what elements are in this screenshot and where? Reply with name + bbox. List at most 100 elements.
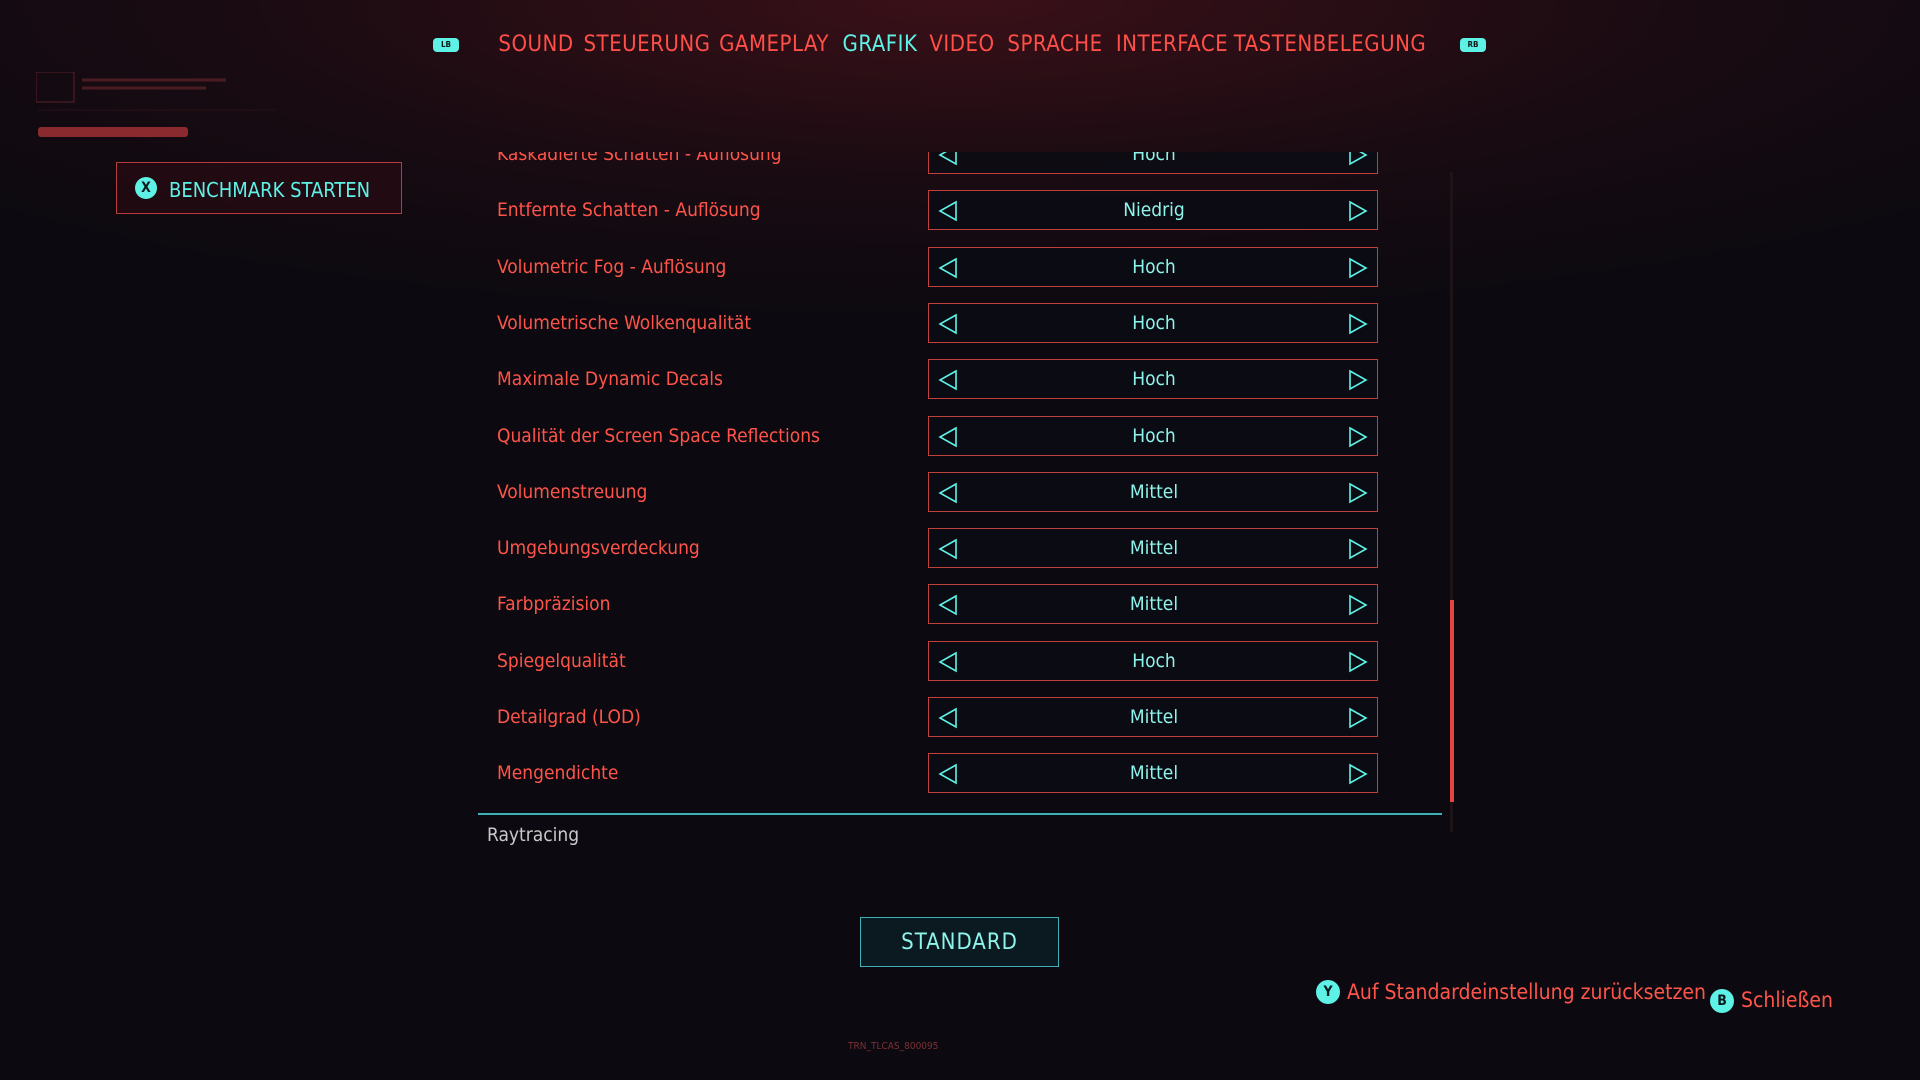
option-value: Hoch	[1132, 649, 1176, 672]
option-selector[interactable]: Mittel	[928, 697, 1378, 737]
arrow-left[interactable]	[937, 152, 959, 166]
tab[interactable]: GRAFIK	[842, 32, 918, 57]
scroll-track	[1450, 172, 1453, 832]
arrow-right[interactable]	[1347, 200, 1369, 222]
setting-label: Qualität der Screen Space Reflections	[497, 424, 820, 447]
close-hint[interactable]: Schließen	[1741, 988, 1833, 1012]
arrow-shape	[1349, 313, 1368, 335]
arrow-left[interactable]	[937, 257, 959, 279]
arrow-right[interactable]	[1347, 651, 1369, 673]
lb-button[interactable]: LB	[433, 38, 459, 52]
arrow-right[interactable]	[1347, 257, 1369, 279]
arrow-right[interactable]	[1347, 426, 1369, 448]
benchmark-button[interactable]: X BENCHMARK STARTEN	[116, 162, 402, 214]
arrow-right[interactable]	[1347, 482, 1369, 504]
arrow-left[interactable]	[937, 369, 959, 391]
arrow-right[interactable]	[1347, 369, 1369, 391]
scroll-thumb[interactable]	[1450, 600, 1454, 802]
arrow-shape	[938, 369, 957, 391]
option-selector[interactable]: Mittel	[928, 471, 1378, 512]
tab[interactable]: GAMEPLAY	[719, 32, 829, 57]
option-selector[interactable]: Mittel	[928, 753, 1378, 794]
option-selector[interactable]: Hoch	[928, 640, 1378, 681]
option-value: Mittel	[1129, 706, 1179, 728]
section-header[interactable]: Raytracing	[487, 824, 580, 846]
arrow-shape	[938, 200, 957, 222]
key-icon: Y	[1316, 980, 1340, 1004]
decoration	[36, 72, 276, 137]
setting-row: Spiegelqualität Hoch	[478, 639, 1408, 685]
tab[interactable]: SOUND	[498, 32, 574, 57]
arrow-left[interactable]	[937, 651, 959, 673]
tab[interactable]: STEUERUNG	[583, 32, 711, 57]
arrow-left[interactable]	[937, 426, 959, 448]
arrow-right[interactable]	[1347, 707, 1369, 729]
arrow-right[interactable]	[1347, 152, 1369, 166]
arrow-left[interactable]	[937, 482, 959, 504]
arrow-shape	[1349, 152, 1368, 166]
setting-label: Volumenstreuung	[497, 480, 648, 503]
rb-button[interactable]: RB	[1460, 38, 1486, 52]
arrow-left[interactable]	[937, 313, 959, 335]
arrow-shape	[1349, 426, 1368, 447]
option-selector[interactable]: Mittel	[928, 584, 1378, 625]
arrow-shape	[938, 595, 957, 616]
button-label: BENCHMARK STARTEN	[169, 178, 371, 202]
option-value: Hoch	[1132, 424, 1176, 447]
setting-label: Mengendichte	[497, 762, 619, 785]
settings-list: Kaskadierte Schatten - Auflösung Hoch Entf…	[478, 152, 1408, 798]
tab[interactable]: INTERFACE	[1115, 32, 1229, 57]
reset-hint[interactable]: Auf Standardeinstellung zurücksetzen	[1347, 980, 1706, 1004]
arrow-left[interactable]	[937, 200, 959, 222]
build-code: TRN_TLCAS_800095	[848, 1041, 939, 1052]
arrow-shape	[1349, 595, 1368, 616]
setting-label: Spiegelqualität	[497, 649, 626, 672]
option-value: Mittel	[1129, 593, 1179, 616]
key-icon: X	[135, 177, 157, 199]
option-selector[interactable]: Hoch	[928, 246, 1378, 287]
arrow-shape	[1349, 257, 1368, 278]
option-selector[interactable]: Hoch	[928, 415, 1378, 456]
arrow-left[interactable]	[937, 594, 959, 616]
arrow-shape	[1349, 369, 1368, 391]
option-selector[interactable]: Niedrig	[928, 190, 1378, 231]
arrow-shape	[938, 538, 957, 560]
option-value: Mittel	[1129, 480, 1179, 503]
arrow-shape	[938, 651, 957, 673]
tab[interactable]: SPRACHE	[1007, 32, 1103, 57]
arrow-shape	[1349, 763, 1368, 785]
option-selector[interactable]: Mittel	[928, 528, 1378, 569]
setting-row: Mengendichte Mittel	[478, 751, 1408, 797]
tab[interactable]: VIDEO	[929, 32, 995, 57]
option-selector[interactable]: Hoch	[928, 359, 1378, 400]
option-value: Hoch	[1132, 311, 1176, 334]
setting-row: Qualität der Screen Space Reflections Hoc…	[478, 414, 1408, 460]
default-button[interactable]: STANDARD	[860, 917, 1059, 967]
arrow-left[interactable]	[937, 538, 959, 560]
arrow-left[interactable]	[937, 707, 959, 729]
arrow-shape	[938, 763, 957, 785]
arrow-shape	[1349, 651, 1368, 673]
option-selector[interactable]: Hoch	[928, 302, 1378, 343]
setting-row: Detailgrad (LOD) Mittel	[478, 695, 1408, 741]
setting-label: Umgebungsverdeckung	[497, 537, 700, 560]
tab[interactable]: TASTENBELEGUNG	[1233, 32, 1427, 57]
arrow-shape	[1349, 538, 1368, 560]
arrow-shape	[938, 482, 957, 504]
arrow-right[interactable]	[1347, 594, 1369, 616]
setting-label: Kaskadierte Schatten - Auflösung	[497, 152, 782, 165]
arrow-right[interactable]	[1347, 313, 1369, 335]
arrow-left[interactable]	[937, 763, 959, 785]
arrow-shape	[938, 313, 957, 335]
arrow-right[interactable]	[1347, 763, 1369, 785]
setting-row: Maximale Dynamic Decals Hoch	[478, 357, 1408, 403]
setting-row: Volumetric Fog - Auflösung Hoch	[478, 245, 1408, 291]
arrow-shape	[938, 152, 957, 166]
arrow-right[interactable]	[1347, 538, 1369, 560]
setting-label: Farbpräzision	[497, 593, 611, 616]
option-value: Niedrig	[1123, 199, 1185, 222]
setting-row: Umgebungsverdeckung Mittel	[478, 526, 1408, 572]
setting-row: Kaskadierte Schatten - Auflösung Hoch	[478, 152, 1408, 178]
option-selector[interactable]: Hoch	[928, 152, 1378, 174]
